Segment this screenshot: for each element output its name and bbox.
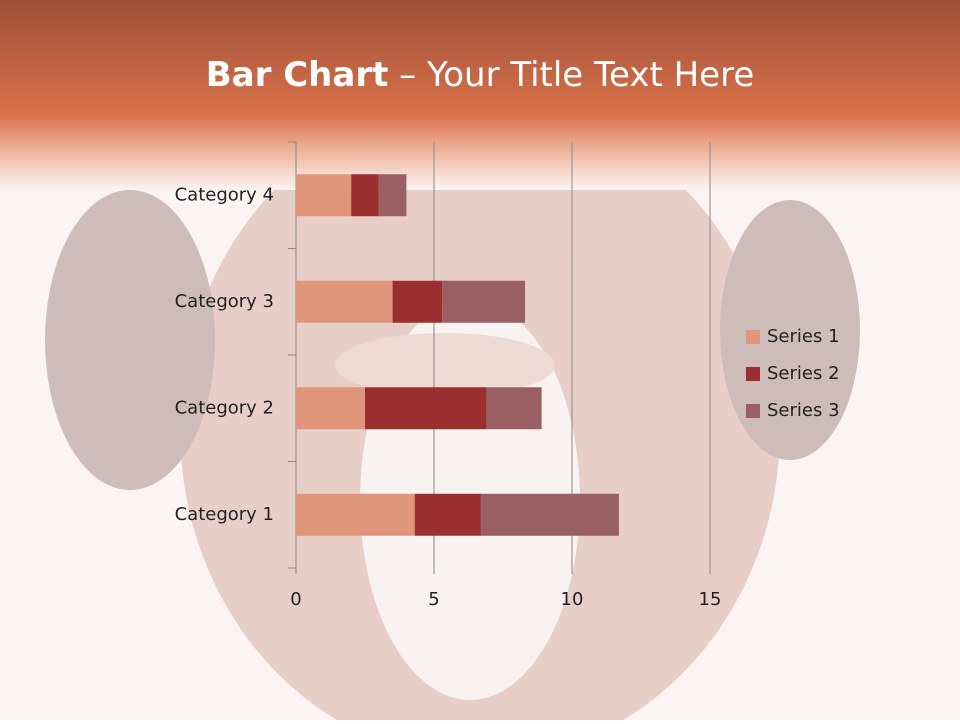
header-band	[0, 0, 960, 190]
y-tick-label: Category 3	[175, 291, 274, 312]
bar-segment	[414, 493, 481, 536]
bar-segment	[351, 174, 379, 217]
bar-segment	[296, 174, 352, 217]
legend-swatch	[746, 404, 760, 418]
y-tick-label: Category 2	[175, 397, 274, 418]
legend-swatch	[746, 367, 760, 381]
bar-segment	[296, 493, 415, 536]
bar-segment	[486, 387, 542, 430]
x-tick-label: 5	[428, 589, 439, 610]
bar-segment	[378, 174, 407, 217]
y-tick-label: Category 1	[175, 504, 274, 525]
x-tick-label: 10	[561, 589, 584, 610]
x-tick-label: 0	[290, 589, 301, 610]
bar-segment	[392, 280, 443, 323]
legend-label: Series 3	[767, 400, 840, 421]
title-rest: – Your Title Text Here	[399, 55, 754, 95]
legend-swatch	[746, 330, 760, 344]
bar-segment	[296, 387, 365, 430]
slide-title: Bar Chart – Your Title Text Here	[206, 55, 754, 95]
bar-segment	[442, 280, 526, 323]
bar-segment	[480, 493, 619, 536]
y-tick-label: Category 4	[175, 184, 274, 205]
x-tick-label: 15	[699, 589, 722, 610]
legend-label: Series 1	[767, 326, 840, 347]
bar-segment	[296, 280, 393, 323]
title-bold: Bar Chart	[206, 55, 389, 95]
legend-label: Series 2	[767, 363, 840, 384]
bar-segment	[365, 387, 487, 430]
